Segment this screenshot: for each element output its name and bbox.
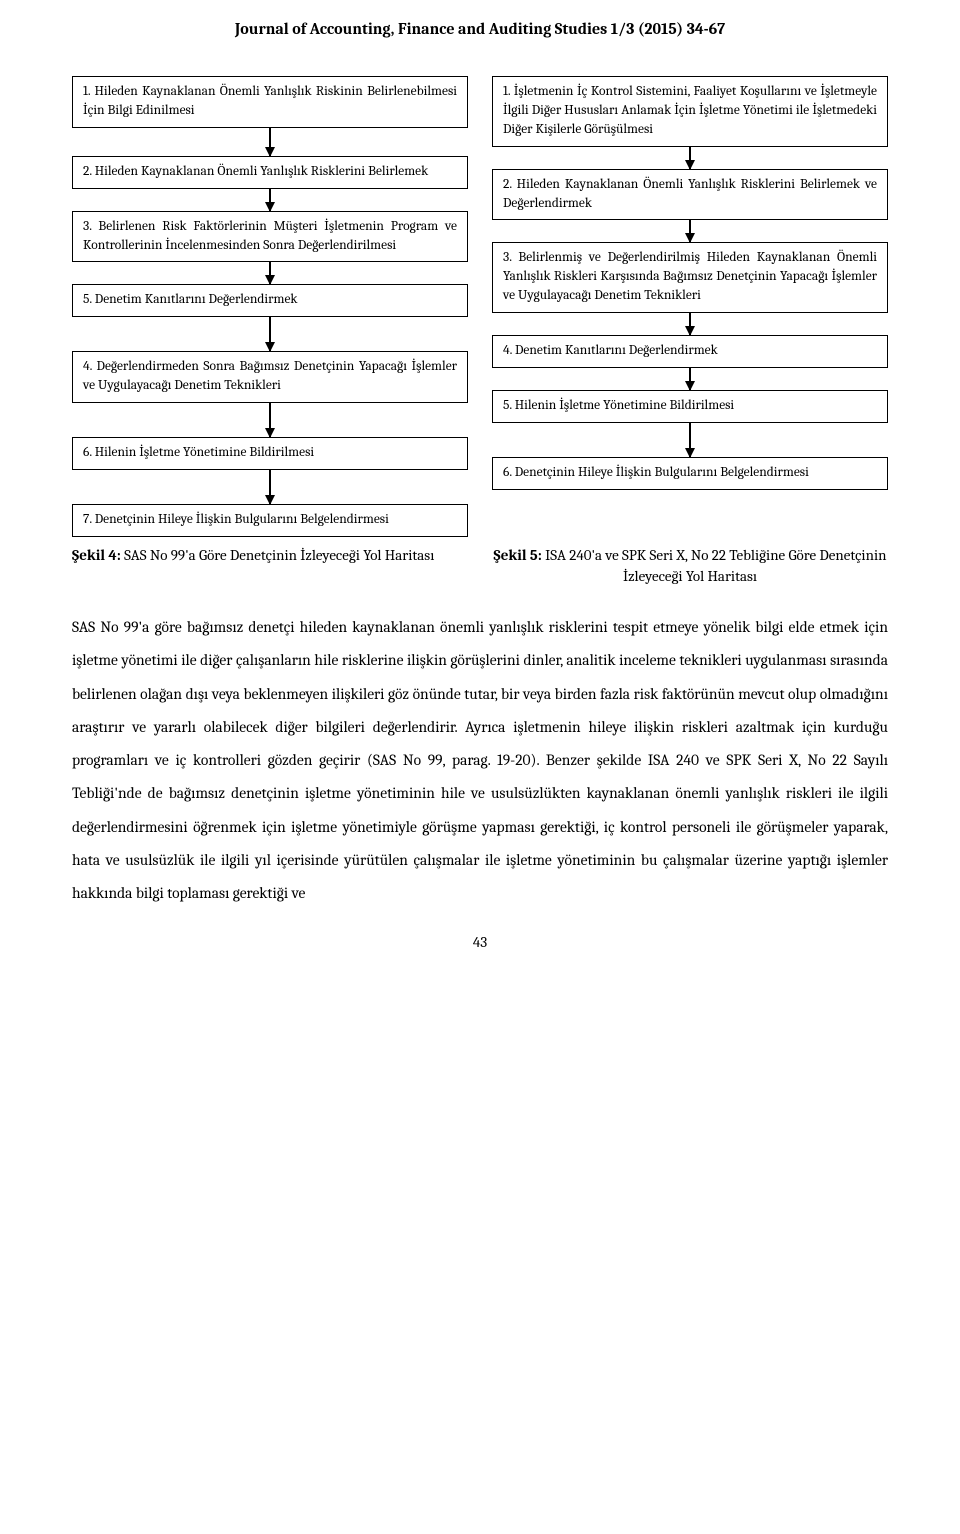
left-box-5: 4. Değerlendirmeden Sonra Bağımsız Denet… [72, 351, 468, 403]
left-box-7: 7. Denetçinin Hileye İlişkin Bulgularını… [72, 504, 468, 537]
figure-5-title: Şekil 5: ISA 240'a ve SPK Seri X, No 22 … [492, 545, 888, 587]
arrow-down-icon [689, 313, 691, 335]
right-box-6: 6. Denetçinin Hileye İlişkin Bulgularını… [492, 457, 888, 490]
figure-4-title: Şekil 4: SAS No 99'a Göre Denetçinin İzl… [72, 545, 468, 587]
arrow-down-icon [689, 368, 691, 390]
page-header: Journal of Accounting, Finance and Audit… [72, 20, 888, 38]
left-box-4: 5. Denetim Kanıtlarını Değerlendirmek [72, 284, 468, 317]
figure-4-text: SAS No 99'a Göre Denetçinin İzleyeceği Y… [121, 546, 435, 564]
arrow-down-icon [269, 189, 271, 211]
flowchart-columns: 1. Hileden Kaynaklanan Önemli Yanlışlık … [72, 76, 888, 537]
left-column: 1. Hileden Kaynaklanan Önemli Yanlışlık … [72, 76, 468, 537]
arrow-down-icon [689, 423, 691, 457]
figure-4-label: Şekil 4: [72, 546, 121, 564]
left-box-3: 3. Belirlenen Risk Faktörlerinin Müşteri… [72, 211, 468, 263]
figure-5-label: Şekil 5: [494, 546, 542, 564]
left-box-1: 1. Hileden Kaynaklanan Önemli Yanlışlık … [72, 76, 468, 128]
left-box-2: 2. Hileden Kaynaklanan Önemli Yanlışlık … [72, 156, 468, 189]
right-box-4: 4. Denetim Kanıtlarını Değerlendirmek [492, 335, 888, 368]
page-number: 43 [72, 933, 888, 951]
arrow-down-icon [689, 147, 691, 169]
figure-titles: Şekil 4: SAS No 99'a Göre Denetçinin İzl… [72, 545, 888, 587]
arrow-down-icon [269, 262, 271, 284]
right-box-1: 1. İşletmenin İç Kontrol Sistemini, Faal… [492, 76, 888, 147]
left-box-6: 6. Hilenin İşletme Yönetimine Bildirilme… [72, 437, 468, 470]
arrow-down-icon [269, 403, 271, 437]
right-column: 1. İşletmenin İç Kontrol Sistemini, Faal… [492, 76, 888, 537]
arrow-down-icon [269, 470, 271, 504]
right-box-2: 2. Hileden Kaynaklanan Önemli Yanlışlık … [492, 169, 888, 221]
arrow-down-icon [269, 317, 271, 351]
arrow-down-icon [269, 128, 271, 156]
arrow-down-icon [689, 220, 691, 242]
right-box-5: 5. Hilenin İşletme Yönetimine Bildirilme… [492, 390, 888, 423]
figure-5-text: ISA 240'a ve SPK Seri X, No 22 Tebliğine… [542, 546, 887, 585]
right-box-3: 3. Belirlenmiş ve Değerlendirilmiş Hiled… [492, 242, 888, 313]
body-paragraph: SAS No 99'a göre bağımsız denetçi hilede… [72, 611, 888, 911]
